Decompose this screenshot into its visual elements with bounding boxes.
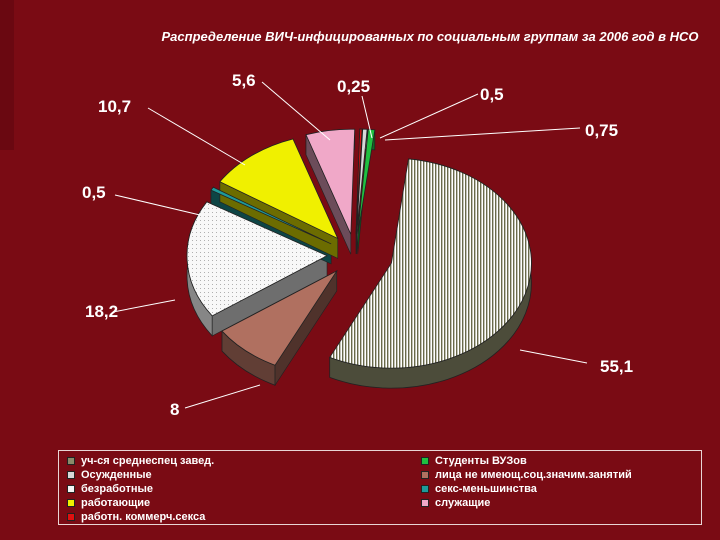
accent-band [0, 0, 14, 150]
data-label-7: 0,5 [480, 85, 504, 104]
legend-label-5: секс-меньшинства [435, 483, 537, 495]
legend-swatch-8 [67, 513, 75, 521]
data-label-1: 8 [170, 400, 179, 419]
legend-label-2: Осужденные [81, 469, 152, 481]
legend-item-1: Студенты ВУЗов [421, 454, 701, 468]
leader-line-8 [384, 127, 581, 141]
leader-line-2 [112, 299, 176, 313]
legend-label-3: лица не имеющ.соц.значим.занятий [435, 469, 632, 481]
legend-item-6: работающие [67, 496, 417, 510]
legend-label-7: служащие [435, 497, 491, 509]
data-label-2: 18,2 [85, 302, 118, 321]
leader-line-5 [261, 81, 331, 141]
legend-item-3: лица не имеющ.соц.значим.занятий [421, 468, 701, 482]
legend-swatch-4 [67, 485, 75, 493]
legend-item-8: работн. коммерч.секса [67, 510, 417, 524]
slice-2 [186, 201, 328, 317]
legend-swatch-2 [67, 471, 75, 479]
data-label-6: 0,25 [337, 77, 370, 96]
leader-line-4 [147, 107, 246, 166]
legend-item-5: секс-меньшинства [421, 482, 701, 496]
legend-swatch-3 [421, 471, 429, 479]
legend-swatch-6 [67, 499, 75, 507]
data-label-3: 0,5 [82, 183, 106, 202]
leader-line-0 [519, 349, 588, 364]
leader-line-3 [114, 194, 201, 216]
slice-8 [357, 128, 376, 235]
data-label-4: 10,7 [98, 97, 131, 116]
legend-item-7: служащие [421, 496, 701, 510]
leader-lines-layer [112, 81, 588, 409]
leader-line-1 [184, 384, 261, 409]
legend-item-4: безработные [67, 482, 417, 496]
slice-1 [221, 269, 338, 366]
chart-title: Распределение ВИЧ-инфицированных по соци… [161, 29, 699, 44]
slice-7 [356, 128, 368, 235]
data-label-5: 5,6 [232, 71, 256, 90]
slice-5 [305, 128, 356, 235]
leader-line-7 [379, 93, 479, 139]
data-label-0: 55,1 [600, 357, 633, 376]
legend-label-1: Студенты ВУЗов [435, 455, 527, 467]
legend: уч-ся среднеспец завед. Студенты ВУЗов Осу… [58, 450, 702, 525]
legend-item-2: Осужденные [67, 468, 417, 482]
legend-label-8: работн. коммерч.секса [81, 511, 206, 523]
legend-swatch-0 [67, 457, 75, 465]
slice-6 [355, 128, 363, 235]
slice-0 [329, 158, 532, 369]
slice-4 [219, 138, 339, 240]
slice-3 [210, 186, 332, 245]
legend-label-4: безработные [81, 483, 153, 495]
data-label-8: 0,75 [585, 121, 618, 140]
pie-slices-layer [186, 128, 532, 369]
legend-item-0: уч-ся среднеспец завед. [67, 454, 417, 468]
legend-swatch-7 [421, 499, 429, 507]
legend-swatch-5 [421, 485, 429, 493]
data-labels-layer: 55,1 8 18,2 0,5 10,7 5,6 0,25 0,5 0,75 [82, 71, 633, 419]
legend-swatch-1 [421, 457, 429, 465]
legend-label-0: уч-ся среднеспец завед. [81, 455, 215, 467]
leader-line-6 [361, 95, 373, 139]
legend-label-6: работающие [81, 497, 151, 509]
